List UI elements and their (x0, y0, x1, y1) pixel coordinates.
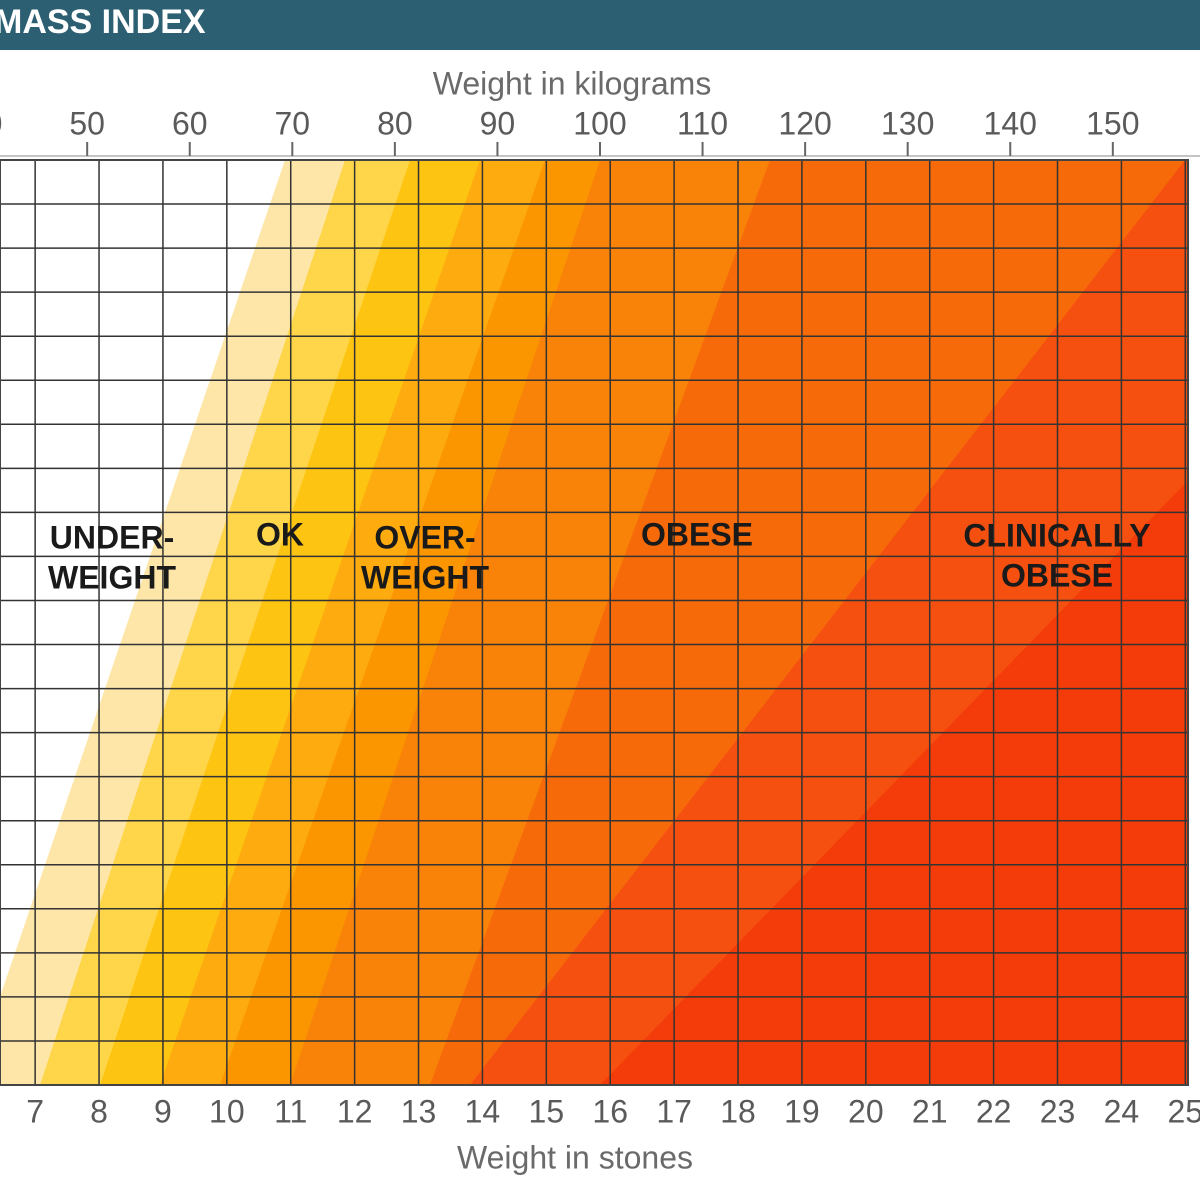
x2-tick-label: 7 (26, 1093, 44, 1129)
zone-label: OVER- (374, 519, 475, 555)
zone-label: WEIGHT (48, 559, 176, 595)
zone-label: OBESE (1001, 557, 1113, 593)
zones (0, 160, 1188, 1085)
x-tick-label: 70 (275, 105, 311, 141)
x2-tick-label: 24 (1104, 1093, 1140, 1129)
x2-tick-label: 16 (592, 1093, 628, 1129)
bmi-band (600, 480, 1188, 1085)
x-tick-label: 140 (984, 105, 1037, 141)
x2-tick-label: 20 (848, 1093, 884, 1129)
x-tick-label: 150 (1086, 105, 1139, 141)
x-tick-label: 130 (881, 105, 934, 141)
x2-tick-label: 13 (401, 1093, 437, 1129)
x2-tick-label: 22 (976, 1093, 1012, 1129)
x2-tick-label: 21 (912, 1093, 948, 1129)
x2-tick-label: 8 (90, 1093, 108, 1129)
zone-label: UNDER- (50, 519, 174, 555)
x2-tick-label: 11 (274, 1093, 307, 1129)
zone-label: OBESE (641, 516, 753, 552)
title-bar (0, 0, 1200, 50)
x-tick-label: 60 (172, 105, 208, 141)
x-axis-label: Weight in kilograms (433, 65, 712, 101)
x-tick-label: 100 (573, 105, 626, 141)
x2-tick-label: 18 (720, 1093, 756, 1129)
x2-tick-label: 25 (1168, 1093, 1200, 1129)
plot-frame (0, 159, 1189, 1086)
zone-label: CLINICALLY (963, 517, 1150, 553)
zone-label: OK (256, 516, 304, 552)
x-tick-label: 80 (377, 105, 413, 141)
x2-tick-label: 15 (529, 1093, 565, 1129)
x2-tick-label: 14 (465, 1093, 501, 1129)
x-tick-label: 120 (778, 105, 831, 141)
grid (0, 160, 1188, 1085)
chart-title: MASS INDEX (0, 3, 206, 41)
x-tick-label: 50 (69, 105, 105, 141)
x2-tick-label: 12 (337, 1093, 373, 1129)
x-tick-label: 40 (0, 105, 2, 141)
x-tick-label: 110 (677, 105, 728, 141)
x2-tick-label: 23 (1040, 1093, 1076, 1129)
zone-label: WEIGHT (361, 559, 489, 595)
x2-axis-label: Weight in stones (457, 1139, 693, 1175)
x2-tick-label: 19 (784, 1093, 820, 1129)
x2-tick-label: 10 (209, 1093, 245, 1129)
x2-tick-label: 9 (154, 1093, 172, 1129)
x-tick-label: 90 (480, 105, 516, 141)
x2-tick-label: 17 (656, 1093, 692, 1129)
